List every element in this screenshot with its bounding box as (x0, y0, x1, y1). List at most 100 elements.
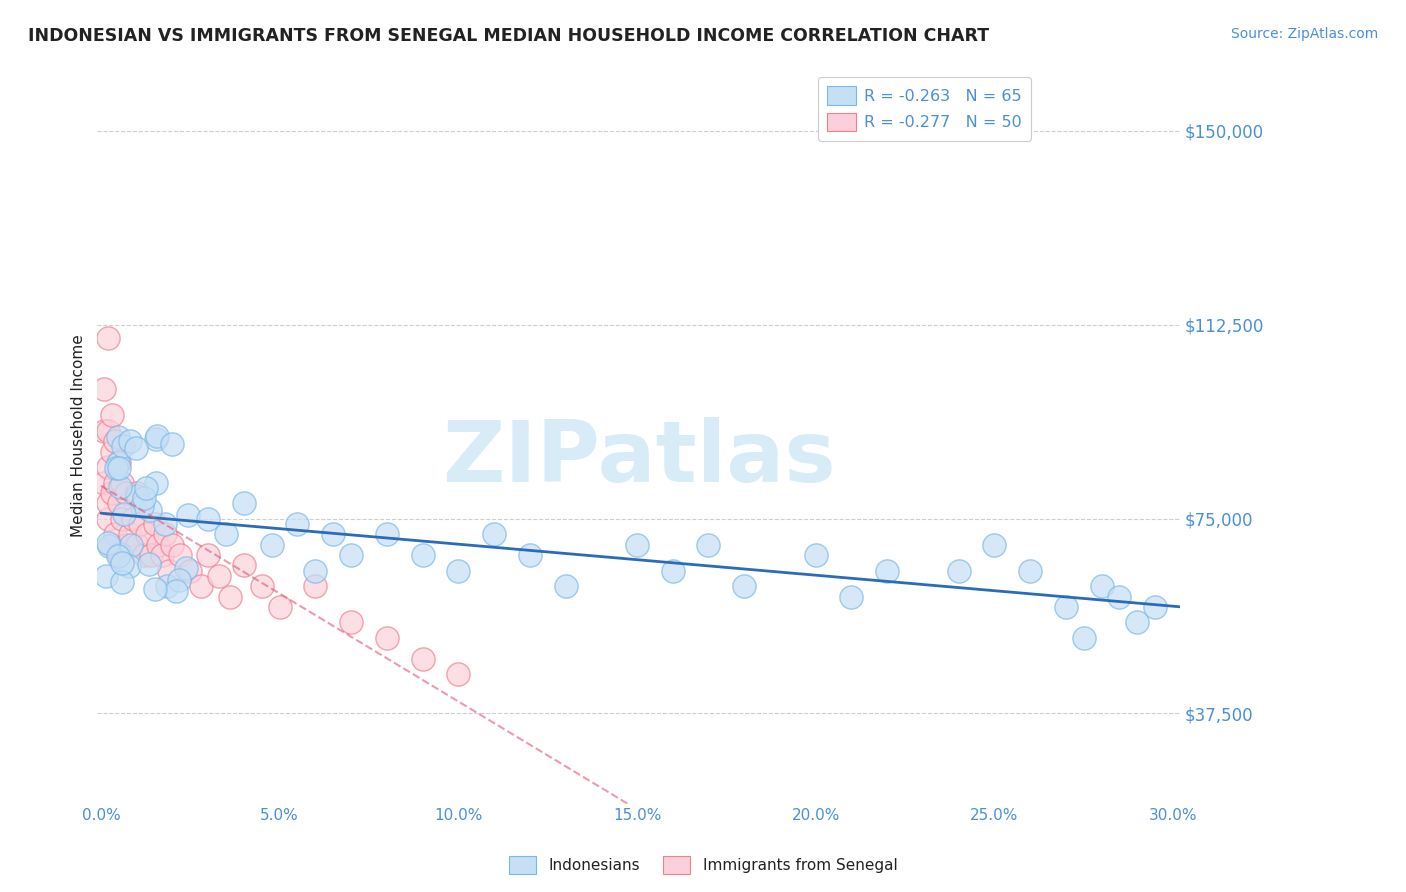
Point (96, 569, 118, 583)
Point (118, 527, 141, 541)
Point (1054, 599, 1077, 614)
Point (139, 548, 162, 562)
Legend: R = -0.263   N = 65, R = -0.277   N = 50: R = -0.263 N = 65, R = -0.277 N = 50 (818, 77, 1032, 141)
Point (107, 461, 129, 475)
Point (269, 599, 291, 614)
Point (111, 512, 134, 526)
Point (112, 508, 135, 522)
Point (118, 434, 141, 448)
Point (93, 475, 115, 490)
Point (1090, 579, 1112, 593)
Point (118, 558, 141, 573)
Point (197, 512, 219, 526)
Point (197, 548, 219, 562)
Point (97, 331, 120, 345)
Point (107, 549, 129, 563)
Text: Source: ZipAtlas.com: Source: ZipAtlas.com (1230, 27, 1378, 41)
Point (208, 569, 231, 583)
Point (98, 539, 121, 553)
Point (519, 548, 541, 562)
Point (100, 486, 122, 500)
Point (733, 579, 755, 593)
Point (340, 615, 363, 630)
Point (322, 527, 344, 541)
Point (287, 517, 309, 532)
Point (174, 561, 197, 575)
Point (1126, 615, 1149, 630)
Point (115, 538, 138, 552)
Point (104, 434, 127, 449)
Point (107, 456, 129, 470)
Point (661, 564, 683, 578)
Point (138, 503, 160, 517)
Point (145, 476, 167, 491)
Point (132, 548, 155, 562)
Point (145, 433, 167, 447)
Point (93, 424, 115, 438)
Point (157, 564, 180, 578)
Point (948, 564, 970, 578)
Point (218, 590, 240, 604)
Point (447, 667, 470, 681)
Point (111, 439, 134, 453)
Text: INDONESIAN VS IMMIGRANTS FROM SENEGAL MEDIAN HOUSEHOLD INCOME CORRELATION CHART: INDONESIAN VS IMMIGRANTS FROM SENEGAL ME… (28, 27, 990, 45)
Point (412, 548, 434, 562)
Point (97, 512, 120, 526)
Point (111, 574, 134, 589)
Point (107, 496, 129, 510)
Point (115, 486, 138, 500)
Point (120, 538, 142, 552)
Point (1019, 564, 1042, 578)
Y-axis label: Median Household Income: Median Household Income (72, 334, 86, 538)
Point (340, 548, 363, 562)
Point (804, 548, 827, 562)
Point (876, 564, 898, 578)
Point (97, 460, 120, 475)
Point (304, 564, 326, 578)
Point (232, 496, 254, 510)
Point (190, 579, 212, 593)
Point (125, 442, 148, 456)
Point (93, 383, 115, 397)
Point (143, 582, 166, 596)
Point (375, 631, 398, 645)
Point (107, 429, 129, 443)
Point (111, 556, 134, 570)
Point (135, 481, 157, 495)
Point (100, 409, 122, 423)
Point (136, 527, 159, 541)
Point (97, 496, 120, 510)
Point (131, 499, 153, 513)
Point (107, 455, 129, 469)
Point (232, 558, 254, 573)
Point (132, 491, 155, 505)
Point (125, 486, 148, 500)
Point (160, 437, 183, 451)
Point (697, 538, 720, 552)
Point (129, 517, 152, 532)
Point (215, 527, 238, 541)
Point (105, 461, 128, 475)
Point (150, 548, 173, 562)
Point (167, 574, 190, 588)
Point (165, 583, 187, 598)
Point (155, 527, 177, 541)
Point (554, 579, 576, 593)
Point (1073, 631, 1095, 645)
Point (983, 538, 1005, 552)
Point (176, 508, 198, 522)
Point (104, 527, 127, 541)
Point (250, 579, 273, 593)
Point (169, 548, 191, 562)
Point (138, 557, 160, 571)
Point (162, 538, 184, 552)
Point (97, 535, 120, 549)
Point (156, 579, 179, 593)
Point (412, 651, 434, 665)
Point (146, 429, 169, 443)
Point (100, 444, 122, 458)
Point (100, 538, 122, 552)
Point (375, 527, 398, 541)
Point (262, 538, 284, 552)
Point (125, 538, 148, 552)
